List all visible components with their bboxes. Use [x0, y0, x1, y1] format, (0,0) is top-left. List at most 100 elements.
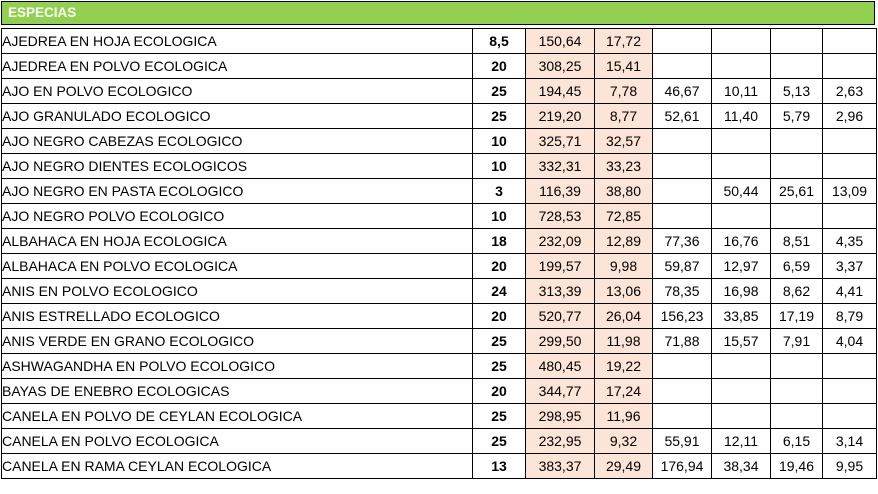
- value-col-1-cell[interactable]: 176,94: [652, 453, 712, 479]
- value-col-1-cell[interactable]: [652, 378, 712, 404]
- quantity-cell[interactable]: 25: [472, 328, 526, 354]
- value-col-4-cell[interactable]: [822, 153, 877, 179]
- product-name-cell[interactable]: ANIS ESTRELLADO ECOLOGICO: [1, 303, 473, 329]
- price-cell[interactable]: 199,57: [525, 253, 595, 279]
- unit-price-cell[interactable]: 7,78: [594, 78, 653, 104]
- unit-price-cell[interactable]: 32,57: [594, 128, 653, 154]
- value-col-1-cell[interactable]: 71,88: [652, 328, 712, 354]
- price-cell[interactable]: 308,25: [525, 53, 595, 79]
- unit-price-cell[interactable]: 72,85: [594, 203, 653, 229]
- product-name-cell[interactable]: ALBAHACA EN POLVO ECOLOGICA: [1, 253, 473, 279]
- value-col-1-cell[interactable]: [652, 353, 712, 379]
- quantity-cell[interactable]: 25: [472, 78, 526, 104]
- quantity-cell[interactable]: 10: [472, 203, 526, 229]
- quantity-cell[interactable]: 25: [472, 428, 526, 454]
- value-col-3-cell[interactable]: [770, 203, 823, 229]
- value-col-1-cell[interactable]: [652, 178, 712, 204]
- value-col-2-cell[interactable]: [711, 203, 771, 229]
- product-name-cell[interactable]: AJEDREA EN HOJA ECOLOGICA: [1, 28, 473, 54]
- value-col-2-cell[interactable]: [711, 53, 771, 79]
- quantity-cell[interactable]: 10: [472, 153, 526, 179]
- value-col-3-cell[interactable]: 19,46: [770, 453, 823, 479]
- quantity-cell[interactable]: 20: [472, 378, 526, 404]
- value-col-3-cell[interactable]: 5,79: [770, 103, 823, 129]
- value-col-2-cell[interactable]: [711, 378, 771, 404]
- unit-price-cell[interactable]: 38,80: [594, 178, 653, 204]
- value-col-2-cell[interactable]: [711, 128, 771, 154]
- value-col-1-cell[interactable]: 46,67: [652, 78, 712, 104]
- product-name-cell[interactable]: CANELA EN POLVO ECOLOGICA: [1, 428, 473, 454]
- product-name-cell[interactable]: AJO NEGRO DIENTES ECOLOGICOS: [1, 153, 473, 179]
- value-col-4-cell[interactable]: [822, 403, 877, 429]
- price-cell[interactable]: 313,39: [525, 278, 595, 304]
- value-col-4-cell[interactable]: 2,96: [822, 103, 877, 129]
- product-name-cell[interactable]: AJO EN POLVO ECOLOGICO: [1, 78, 473, 104]
- price-cell[interactable]: 480,45: [525, 353, 595, 379]
- product-name-cell[interactable]: AJO NEGRO CABEZAS ECOLOGICO: [1, 128, 473, 154]
- product-name-cell[interactable]: AJEDREA EN POLVO ECOLOGICA: [1, 53, 473, 79]
- value-col-3-cell[interactable]: [770, 378, 823, 404]
- value-col-2-cell[interactable]: 50,44: [711, 178, 771, 204]
- value-col-1-cell[interactable]: [652, 153, 712, 179]
- product-name-cell[interactable]: AJO GRANULADO ECOLOGICO: [1, 103, 473, 129]
- quantity-cell[interactable]: 20: [472, 53, 526, 79]
- unit-price-cell[interactable]: 9,32: [594, 428, 653, 454]
- quantity-cell[interactable]: 24: [472, 278, 526, 304]
- value-col-2-cell[interactable]: 38,34: [711, 453, 771, 479]
- value-col-3-cell[interactable]: [770, 28, 823, 54]
- value-col-4-cell[interactable]: 4,04: [822, 328, 877, 354]
- price-cell[interactable]: 299,50: [525, 328, 595, 354]
- value-col-4-cell[interactable]: 2,63: [822, 78, 877, 104]
- quantity-cell[interactable]: 3: [472, 178, 526, 204]
- quantity-cell[interactable]: 18: [472, 228, 526, 254]
- value-col-1-cell[interactable]: 78,35: [652, 278, 712, 304]
- quantity-cell[interactable]: 10: [472, 128, 526, 154]
- value-col-1-cell[interactable]: 59,87: [652, 253, 712, 279]
- value-col-1-cell[interactable]: [652, 128, 712, 154]
- value-col-2-cell[interactable]: 10,11: [711, 78, 771, 104]
- value-col-3-cell[interactable]: 8,51: [770, 228, 823, 254]
- value-col-2-cell[interactable]: 12,11: [711, 428, 771, 454]
- product-name-cell[interactable]: CANELA EN RAMA CEYLAN ECOLOGICA: [1, 453, 473, 479]
- value-col-4-cell[interactable]: [822, 378, 877, 404]
- price-cell[interactable]: 728,53: [525, 203, 595, 229]
- value-col-3-cell[interactable]: 7,91: [770, 328, 823, 354]
- price-cell[interactable]: 325,71: [525, 128, 595, 154]
- product-name-cell[interactable]: ALBAHACA EN HOJA ECOLOGICA: [1, 228, 473, 254]
- value-col-2-cell[interactable]: [711, 353, 771, 379]
- unit-price-cell[interactable]: 12,89: [594, 228, 653, 254]
- value-col-2-cell[interactable]: 16,76: [711, 228, 771, 254]
- product-name-cell[interactable]: ANIS VERDE EN GRANO ECOLOGICO: [1, 328, 473, 354]
- price-cell[interactable]: 232,09: [525, 228, 595, 254]
- price-cell[interactable]: 232,95: [525, 428, 595, 454]
- value-col-4-cell[interactable]: 4,35: [822, 228, 877, 254]
- unit-price-cell[interactable]: 33,23: [594, 153, 653, 179]
- value-col-1-cell[interactable]: [652, 53, 712, 79]
- product-name-cell[interactable]: ASHWAGANDHA EN POLVO ECOLOGICO: [1, 353, 473, 379]
- value-col-1-cell[interactable]: [652, 28, 712, 54]
- value-col-4-cell[interactable]: 8,79: [822, 303, 877, 329]
- value-col-1-cell[interactable]: 156,23: [652, 303, 712, 329]
- value-col-1-cell[interactable]: [652, 203, 712, 229]
- unit-price-cell[interactable]: 15,41: [594, 53, 653, 79]
- value-col-3-cell[interactable]: [770, 128, 823, 154]
- unit-price-cell[interactable]: 13,06: [594, 278, 653, 304]
- value-col-3-cell[interactable]: 5,13: [770, 78, 823, 104]
- quantity-cell[interactable]: 20: [472, 253, 526, 279]
- quantity-cell[interactable]: 25: [472, 353, 526, 379]
- value-col-2-cell[interactable]: [711, 28, 771, 54]
- product-name-cell[interactable]: BAYAS DE ENEBRO ECOLOGICAS: [1, 378, 473, 404]
- quantity-cell[interactable]: 25: [472, 103, 526, 129]
- value-col-2-cell[interactable]: 15,57: [711, 328, 771, 354]
- value-col-3-cell[interactable]: 17,19: [770, 303, 823, 329]
- value-col-4-cell[interactable]: [822, 203, 877, 229]
- value-col-4-cell[interactable]: [822, 53, 877, 79]
- quantity-cell[interactable]: 13: [472, 453, 526, 479]
- unit-price-cell[interactable]: 19,22: [594, 353, 653, 379]
- unit-price-cell[interactable]: 17,24: [594, 378, 653, 404]
- price-cell[interactable]: 520,77: [525, 303, 595, 329]
- value-col-3-cell[interactable]: 25,61: [770, 178, 823, 204]
- unit-price-cell[interactable]: 8,77: [594, 103, 653, 129]
- value-col-4-cell[interactable]: 9,95: [822, 453, 877, 479]
- value-col-3-cell[interactable]: [770, 153, 823, 179]
